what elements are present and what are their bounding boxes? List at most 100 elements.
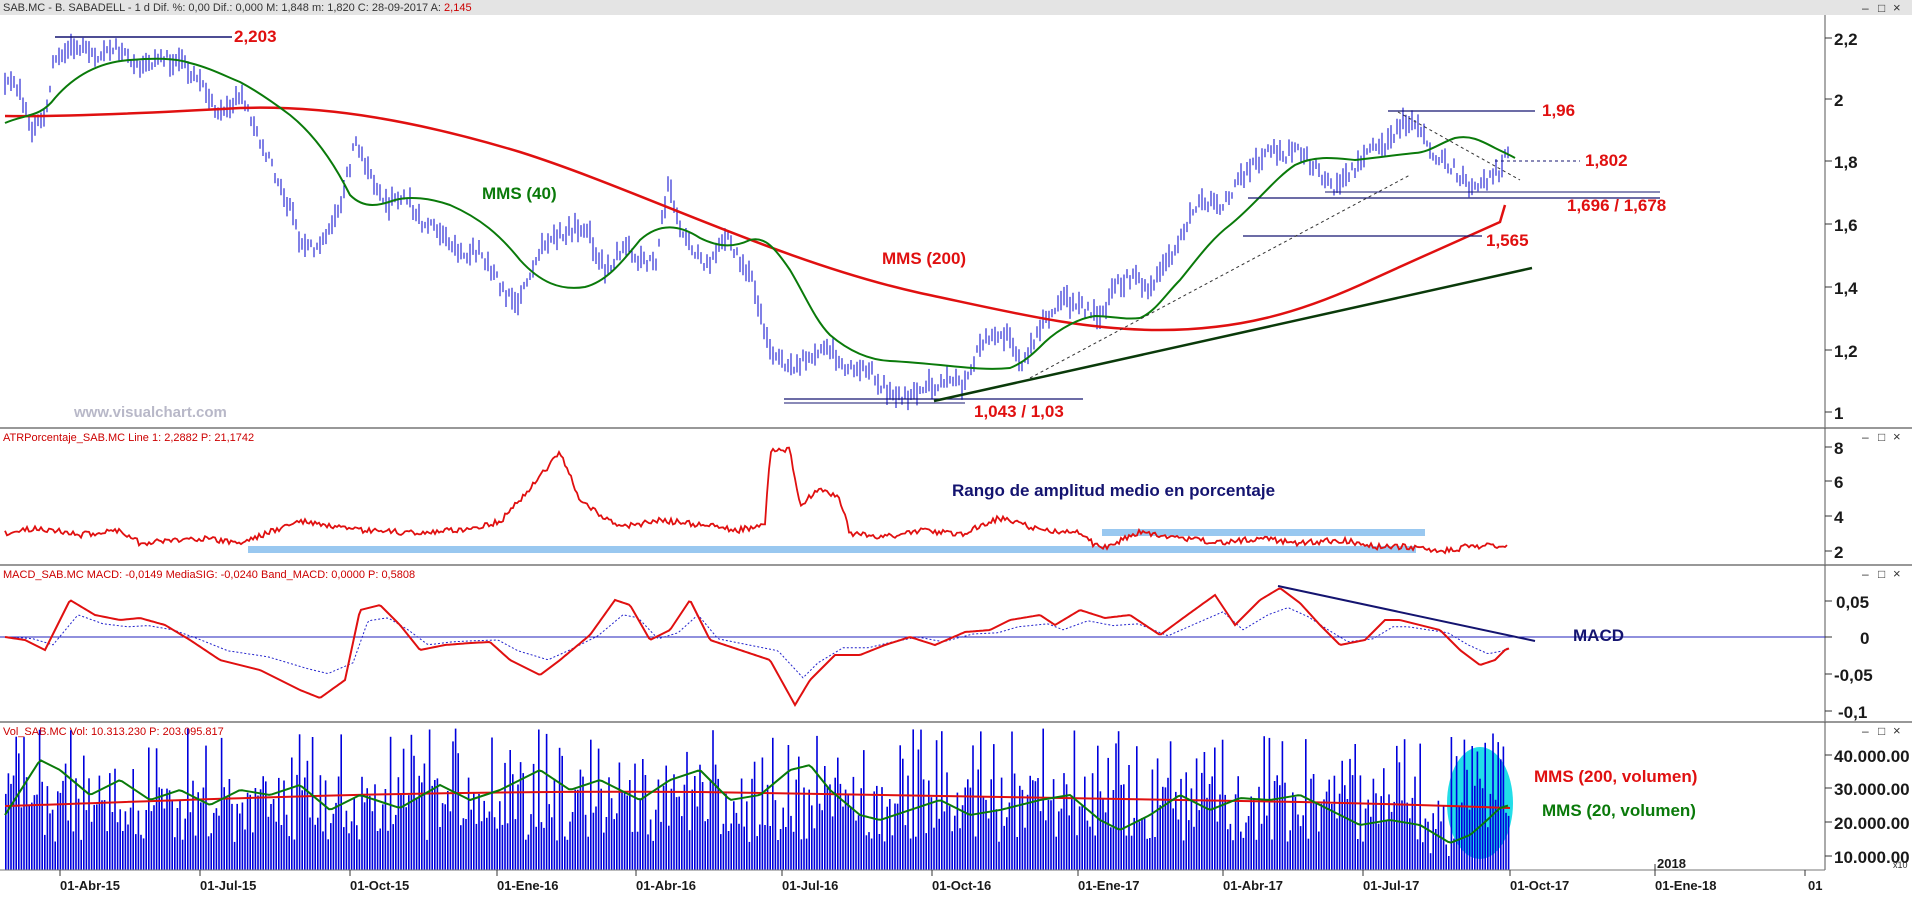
volume-bar [1349,758,1351,870]
volume-bar [668,825,670,870]
volume-bar [922,779,925,870]
close-icon[interactable]: × [1893,723,1901,738]
volume-bar [194,835,197,870]
volume-bar [49,813,51,870]
x-tick-label: 01-Oct-16 [932,878,991,892]
volume-bar [1492,733,1494,870]
volume-bar [751,778,753,870]
volume-bar [1076,835,1078,870]
volume-bar [600,788,602,870]
volume-bar [1008,802,1011,870]
volume-bar [860,788,862,870]
volume-bar [564,836,566,870]
maximize-icon[interactable]: □ [1878,430,1885,444]
volume-bar [83,755,85,870]
volume-bar [1024,827,1026,870]
volume-bar [740,778,743,870]
volume-bar [1084,776,1086,870]
minimize-icon[interactable]: – [1862,430,1869,444]
atr-low-band [248,546,1416,553]
volume-bar [1299,826,1302,870]
volume-bar [1115,743,1117,870]
close-icon[interactable]: × [1893,566,1901,581]
volume-bar [543,827,545,870]
volume-bar [1050,800,1052,870]
volume-bar [610,798,613,870]
volume-bar [226,796,228,870]
volume-bar [1323,799,1325,870]
volume-bar [478,794,480,870]
volume-bar [80,839,82,870]
window-controls[interactable]: – □ × [1862,723,1901,738]
volume-bar [1013,773,1016,870]
volume-bar [608,777,610,870]
volume-bar [577,789,579,870]
volume-bar [1162,786,1164,870]
volume-bar [943,811,946,870]
maximize-icon[interactable]: □ [1878,724,1885,738]
volume-bar [912,729,914,870]
volume-bar [1201,772,1203,870]
volume-bar [462,818,465,870]
volume-bar [174,837,176,870]
volume-bar [181,839,184,870]
volume-bar [470,809,472,870]
volume-bar [340,734,342,870]
volume-bar [467,777,470,870]
volume-bar [161,788,163,870]
volume-bar [1227,829,1229,870]
volume-bar [909,838,912,870]
minimize-icon[interactable]: – [1862,724,1869,738]
volume-bar [1011,731,1013,870]
volume-bar [1385,820,1388,870]
volume-bar [1271,839,1273,870]
volume-bar [233,841,236,870]
volume-bar [384,789,387,870]
volume-bar [1068,815,1070,870]
volume-bar [995,809,998,870]
volume-bar [1034,781,1037,870]
volume-bar [917,749,920,870]
volume-bar [1279,785,1281,870]
volume-bar [1474,785,1476,870]
volume-bar [332,813,335,870]
volume-bar [1346,799,1349,870]
maximize-icon[interactable]: □ [1878,1,1885,15]
volume-bar [309,817,311,870]
close-icon[interactable]: × [1893,0,1901,15]
window-controls[interactable]: – □ × [1862,0,1901,15]
volume-bar [119,809,121,870]
volume-bar [865,835,868,870]
window-controls[interactable]: – □ × [1862,566,1901,581]
volume-bar [1089,826,1091,870]
volume-bar [1338,793,1341,870]
volume-bar [1203,752,1206,870]
volume-bar [132,769,134,870]
volume-bar [813,828,816,870]
volume-bar [1032,780,1034,870]
volume-bar [948,806,951,870]
volume-bar [798,756,800,870]
volume-bar [1320,803,1323,870]
volume-bar [465,819,467,870]
window-controls[interactable]: – □ × [1862,429,1901,444]
volume-bar [491,737,493,870]
volume-bar [327,839,329,870]
label-macd: MACD [1573,626,1624,645]
volume-bar [285,814,288,870]
label-vol-mms200: MMS (200, volumen) [1534,767,1697,786]
close-icon[interactable]: × [1893,429,1901,444]
minimize-icon[interactable]: – [1862,1,1869,15]
watermark: www.visualchart.com [73,404,227,421]
maximize-icon[interactable]: □ [1878,567,1885,581]
volume-bar [883,841,886,870]
volume-bar [1081,804,1083,870]
volume-bar [7,773,10,870]
volume-bar [1302,815,1304,870]
minimize-icon[interactable]: – [1862,567,1869,581]
volume-bar [1045,820,1047,870]
volume-bar [696,806,699,870]
volume-bar [366,788,368,870]
volume-bar [959,828,961,870]
